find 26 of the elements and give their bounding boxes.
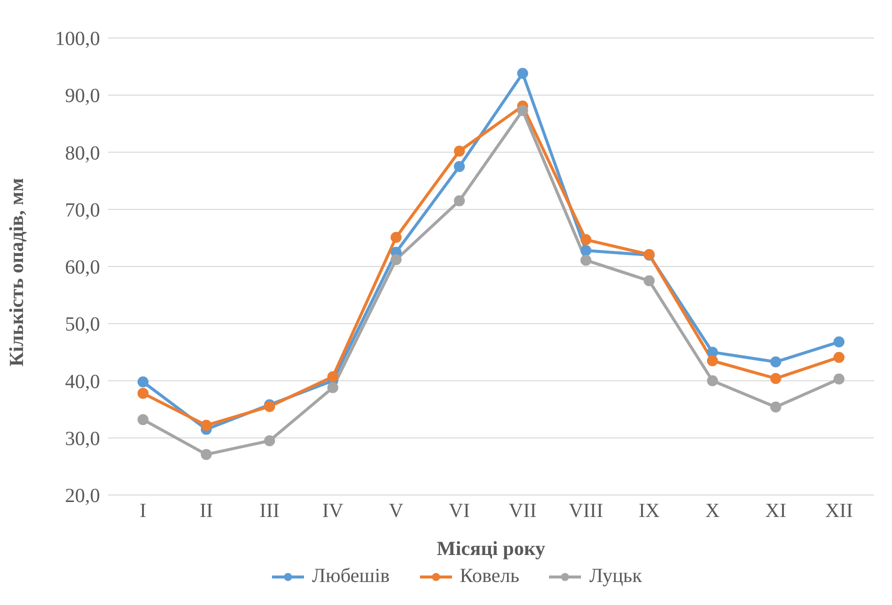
y-tick-label: 20,0 (65, 485, 100, 508)
x-tick-label: VII (508, 500, 537, 522)
x-tick-label: III (260, 500, 280, 522)
x-tick-label: X (705, 500, 720, 522)
y-tick-label: 80,0 (65, 142, 100, 164)
y-tick-label: 100,0 (55, 28, 100, 50)
x-tick-label: VIII (568, 500, 604, 522)
legend-label: Ковель (458, 565, 520, 588)
legend-label: Луцьк (588, 565, 642, 588)
x-tick-label: XI (765, 500, 786, 522)
x-tick-label: IV (322, 500, 344, 522)
y-tick-label: 70,0 (65, 199, 100, 222)
y-tick-label: 30,0 (65, 428, 100, 450)
x-tick-label: IX (638, 500, 660, 522)
x-tick-label: II (200, 500, 213, 522)
y-axis-title: Кількість опадів, мм (6, 178, 28, 366)
x-tick-label: I (140, 500, 146, 522)
x-axis-title: Місяці року (436, 538, 546, 560)
y-tick-label: 50,0 (65, 314, 100, 336)
y-tick-label: 40,0 (65, 370, 100, 393)
legend-label: Любешів (311, 565, 390, 588)
x-tick-label: XII (825, 500, 853, 522)
x-tick-label: VI (448, 500, 470, 522)
y-tick-label: 60,0 (65, 256, 100, 279)
y-tick-label: 90,0 (65, 85, 100, 108)
x-tick-label: V (388, 500, 404, 522)
